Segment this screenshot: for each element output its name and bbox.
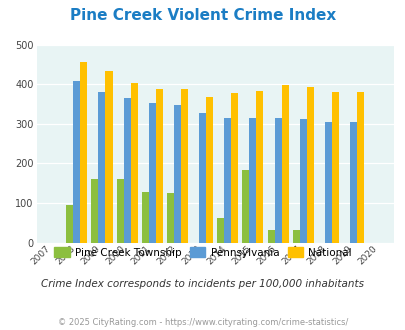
Bar <box>249 118 256 243</box>
Bar <box>274 118 281 243</box>
Bar <box>73 81 80 243</box>
Bar <box>306 86 313 243</box>
Bar <box>148 103 156 243</box>
Bar <box>141 192 148 243</box>
Bar <box>331 92 338 243</box>
Text: Pine Creek Violent Crime Index: Pine Creek Violent Crime Index <box>70 8 335 23</box>
Bar <box>292 230 299 243</box>
Bar <box>324 122 331 243</box>
Bar <box>66 205 73 243</box>
Bar <box>206 97 213 243</box>
Bar <box>224 118 231 243</box>
Bar <box>231 93 238 243</box>
Bar <box>105 72 112 243</box>
Bar <box>181 89 188 243</box>
Bar <box>156 89 162 243</box>
Bar <box>123 98 130 243</box>
Bar <box>173 105 181 243</box>
Bar <box>242 170 249 243</box>
Bar <box>267 230 274 243</box>
Text: © 2025 CityRating.com - https://www.cityrating.com/crime-statistics/: © 2025 CityRating.com - https://www.city… <box>58 318 347 327</box>
Bar <box>356 92 363 243</box>
Bar <box>130 82 137 243</box>
Legend: Pine Creek Township, Pennsylvania, National: Pine Creek Township, Pennsylvania, Natio… <box>50 243 355 262</box>
Bar <box>91 179 98 243</box>
Text: Crime Index corresponds to incidents per 100,000 inhabitants: Crime Index corresponds to incidents per… <box>41 279 364 289</box>
Bar <box>299 119 306 243</box>
Bar <box>98 92 105 243</box>
Bar <box>349 122 356 243</box>
Bar <box>281 85 288 243</box>
Bar <box>166 193 173 243</box>
Bar <box>198 113 206 243</box>
Bar <box>217 217 224 243</box>
Bar <box>116 179 123 243</box>
Bar <box>80 62 87 243</box>
Bar <box>256 91 263 243</box>
